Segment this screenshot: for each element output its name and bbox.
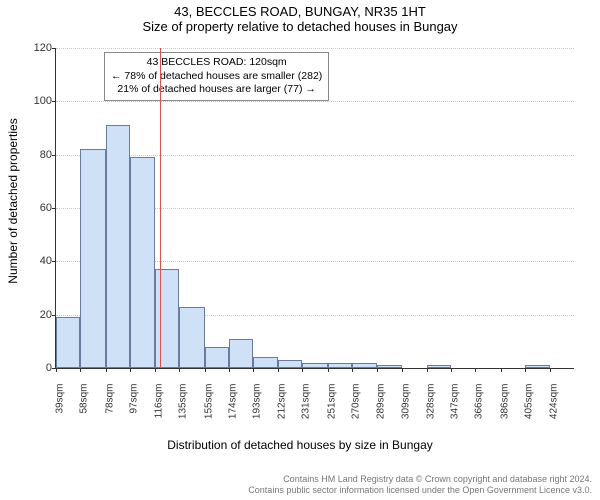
x-tick-label: 155sqm — [203, 384, 214, 434]
x-tick — [427, 368, 428, 372]
bar — [229, 339, 253, 368]
x-tick-label: 386sqm — [499, 384, 510, 434]
bar — [205, 347, 229, 368]
chart-area: Number of detached properties 43 BECCLES… — [0, 38, 600, 418]
plot-area: 43 BECCLES ROAD: 120sqm ← 78% of detache… — [55, 48, 574, 369]
annotation-line2: ← 78% of detached houses are smaller (28… — [111, 70, 322, 84]
bar — [253, 357, 277, 368]
x-tick-label: 78sqm — [105, 384, 116, 434]
y-tick-label: 120 — [34, 42, 56, 54]
x-tick — [155, 368, 156, 372]
marker-line — [160, 48, 161, 368]
bar — [352, 363, 376, 368]
x-tick-label: 174sqm — [228, 384, 239, 434]
bar — [56, 317, 80, 368]
x-axis-label: Distribution of detached houses by size … — [0, 438, 600, 452]
x-tick-label: 193sqm — [252, 384, 263, 434]
x-tick — [253, 368, 254, 372]
x-tick — [106, 368, 107, 372]
x-tick — [402, 368, 403, 372]
bar — [278, 360, 302, 368]
x-tick — [377, 368, 378, 372]
x-tick — [278, 368, 279, 372]
x-tick-label: 405sqm — [524, 384, 535, 434]
x-tick — [80, 368, 81, 372]
x-tick — [179, 368, 180, 372]
x-tick-label: 135sqm — [178, 384, 189, 434]
x-tick-label: 328sqm — [425, 384, 436, 434]
x-tick — [501, 368, 502, 372]
x-tick-label: 366sqm — [474, 384, 485, 434]
annotation-line1: 43 BECCLES ROAD: 120sqm — [111, 56, 322, 70]
footer-line1: Contains HM Land Registry data © Crown c… — [248, 474, 592, 485]
gridline — [56, 155, 574, 156]
bar — [427, 365, 451, 368]
x-tick — [475, 368, 476, 372]
x-tick-label: 97sqm — [129, 384, 140, 434]
y-tick-label: 20 — [40, 309, 56, 321]
annotation-box: 43 BECCLES ROAD: 120sqm ← 78% of detache… — [104, 52, 329, 101]
bar — [155, 269, 179, 368]
x-tick-label: 289sqm — [375, 384, 386, 434]
footer-credits: Contains HM Land Registry data © Crown c… — [248, 474, 592, 497]
x-tick-label: 270sqm — [351, 384, 362, 434]
x-tick — [302, 368, 303, 372]
x-tick-label: 58sqm — [79, 384, 90, 434]
bar — [377, 365, 403, 368]
bar — [130, 157, 154, 368]
x-tick — [229, 368, 230, 372]
bar — [80, 149, 106, 368]
y-tick-label: 80 — [40, 149, 56, 161]
bar — [328, 363, 352, 368]
x-tick — [352, 368, 353, 372]
x-tick — [205, 368, 206, 372]
x-tick-label: 347sqm — [449, 384, 460, 434]
bar — [179, 307, 205, 368]
x-tick — [56, 368, 57, 372]
x-tick-label: 424sqm — [548, 384, 559, 434]
bar — [106, 125, 130, 368]
figure: 43, BECCLES ROAD, BUNGAY, NR35 1HT Size … — [0, 0, 600, 500]
y-tick-label: 0 — [46, 362, 56, 374]
bar — [302, 363, 328, 368]
bar — [525, 365, 549, 368]
y-tick-label: 100 — [34, 95, 56, 107]
gridline — [56, 101, 574, 102]
x-tick-label: 39sqm — [55, 384, 66, 434]
title-address: 43, BECCLES ROAD, BUNGAY, NR35 1HT — [0, 0, 600, 19]
x-tick-label: 251sqm — [326, 384, 337, 434]
y-tick-label: 60 — [40, 202, 56, 214]
x-tick-label: 309sqm — [401, 384, 412, 434]
annotation-line3: 21% of detached houses are larger (77) → — [111, 83, 322, 97]
x-tick — [328, 368, 329, 372]
footer-line2: Contains public sector information licen… — [248, 485, 592, 496]
y-tick-label: 40 — [40, 255, 56, 267]
x-tick — [130, 368, 131, 372]
x-tick — [451, 368, 452, 372]
x-tick — [525, 368, 526, 372]
title-subtitle: Size of property relative to detached ho… — [0, 19, 600, 36]
x-tick — [550, 368, 551, 372]
x-tick-label: 231sqm — [301, 384, 312, 434]
x-tick-label: 212sqm — [276, 384, 287, 434]
x-tick-label: 116sqm — [153, 384, 164, 434]
gridline — [56, 48, 574, 49]
